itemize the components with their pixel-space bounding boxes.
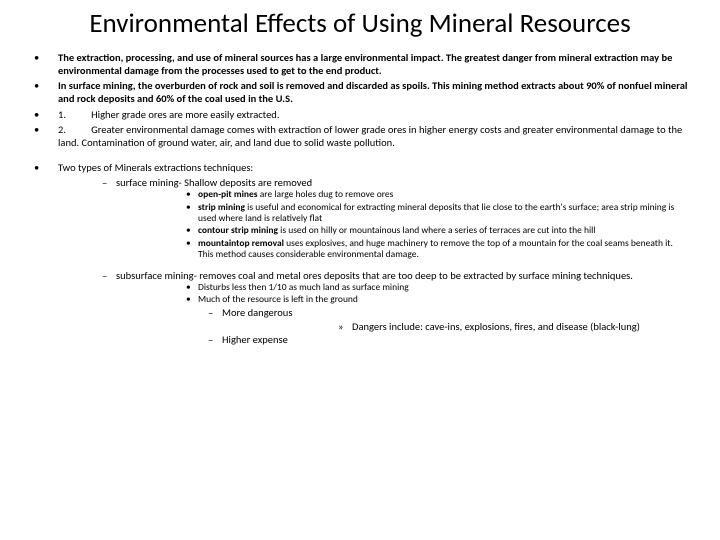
item-rest: is useful and economical for extracting … bbox=[198, 201, 674, 224]
two-types-list: Two types of Minerals extractions techni… bbox=[20, 161, 700, 346]
subsurface-sublist: Disturbs less then 1/10 as much land as … bbox=[116, 282, 692, 306]
bullet-item: The extraction, processing, and use of m… bbox=[20, 51, 700, 77]
intro-text: Two types of Minerals extractions techni… bbox=[58, 161, 253, 174]
list-item: Disturbs less then 1/10 as much land as … bbox=[116, 282, 692, 293]
bullet-text: In surface mining, the overburden of roc… bbox=[58, 79, 687, 105]
item-prefix: open-pit mines bbox=[198, 188, 258, 200]
bullet-item: In surface mining, the overburden of roc… bbox=[20, 79, 700, 105]
dash-text: More dangerous bbox=[222, 306, 292, 319]
list-item: Dangers include: cave-ins, explosions, f… bbox=[222, 320, 684, 333]
bullet-item: 1. Higher grade ores are more easily ext… bbox=[20, 108, 700, 121]
list-item: open-pit mines are large holes dug to re… bbox=[116, 189, 692, 200]
list-item: strip mining is useful and economical fo… bbox=[116, 202, 692, 225]
bullet-number: 1. bbox=[58, 108, 84, 121]
subsurface-mining-item: subsurface mining- removes coal and meta… bbox=[58, 269, 700, 346]
surface-mining-item: surface mining- Shallow deposits are rem… bbox=[58, 176, 700, 260]
bullet-item: 2. Greater environmental damage comes wi… bbox=[20, 123, 700, 149]
item-prefix: mountaintop removal bbox=[198, 237, 284, 249]
subsurface-label: subsurface mining- removes coal and meta… bbox=[116, 269, 633, 282]
surface-sublist: open-pit mines are large holes dug to re… bbox=[116, 189, 692, 260]
list-item: contour strip mining is used on hilly or… bbox=[116, 225, 692, 236]
item-rest: are large holes dug to remove ores bbox=[258, 188, 394, 200]
list-item: More dangerous Dangers include: cave-ins… bbox=[116, 306, 692, 332]
slide-content: The extraction, processing, and use of m… bbox=[20, 51, 700, 346]
item-rest: is used on hilly or mountainous land whe… bbox=[278, 224, 595, 236]
two-types-intro: Two types of Minerals extractions techni… bbox=[20, 161, 700, 346]
bullet-text: The extraction, processing, and use of m… bbox=[58, 51, 672, 77]
item-prefix: strip mining bbox=[198, 201, 245, 213]
subsurface-dash-list: More dangerous Dangers include: cave-ins… bbox=[116, 306, 692, 345]
top-bullet-list: The extraction, processing, and use of m… bbox=[20, 51, 700, 149]
bullet-text: Greater environmental damage comes with … bbox=[58, 123, 682, 149]
item-prefix: contour strip mining bbox=[198, 224, 278, 236]
list-item: Much of the resource is left in the grou… bbox=[116, 294, 692, 305]
surface-label: surface mining- Shallow deposits are rem… bbox=[116, 176, 312, 189]
list-item: Higher expense bbox=[116, 333, 692, 346]
bullet-number: 2. bbox=[58, 123, 84, 136]
dangers-list: Dangers include: cave-ins, explosions, f… bbox=[222, 320, 684, 333]
page-title: Environmental Effects of Using Mineral R… bbox=[20, 8, 700, 39]
mining-types-list: surface mining- Shallow deposits are rem… bbox=[58, 176, 700, 346]
list-item: mountaintop removal uses explosives, and… bbox=[116, 238, 692, 261]
bullet-text: Higher grade ores are more easily extrac… bbox=[91, 108, 279, 121]
